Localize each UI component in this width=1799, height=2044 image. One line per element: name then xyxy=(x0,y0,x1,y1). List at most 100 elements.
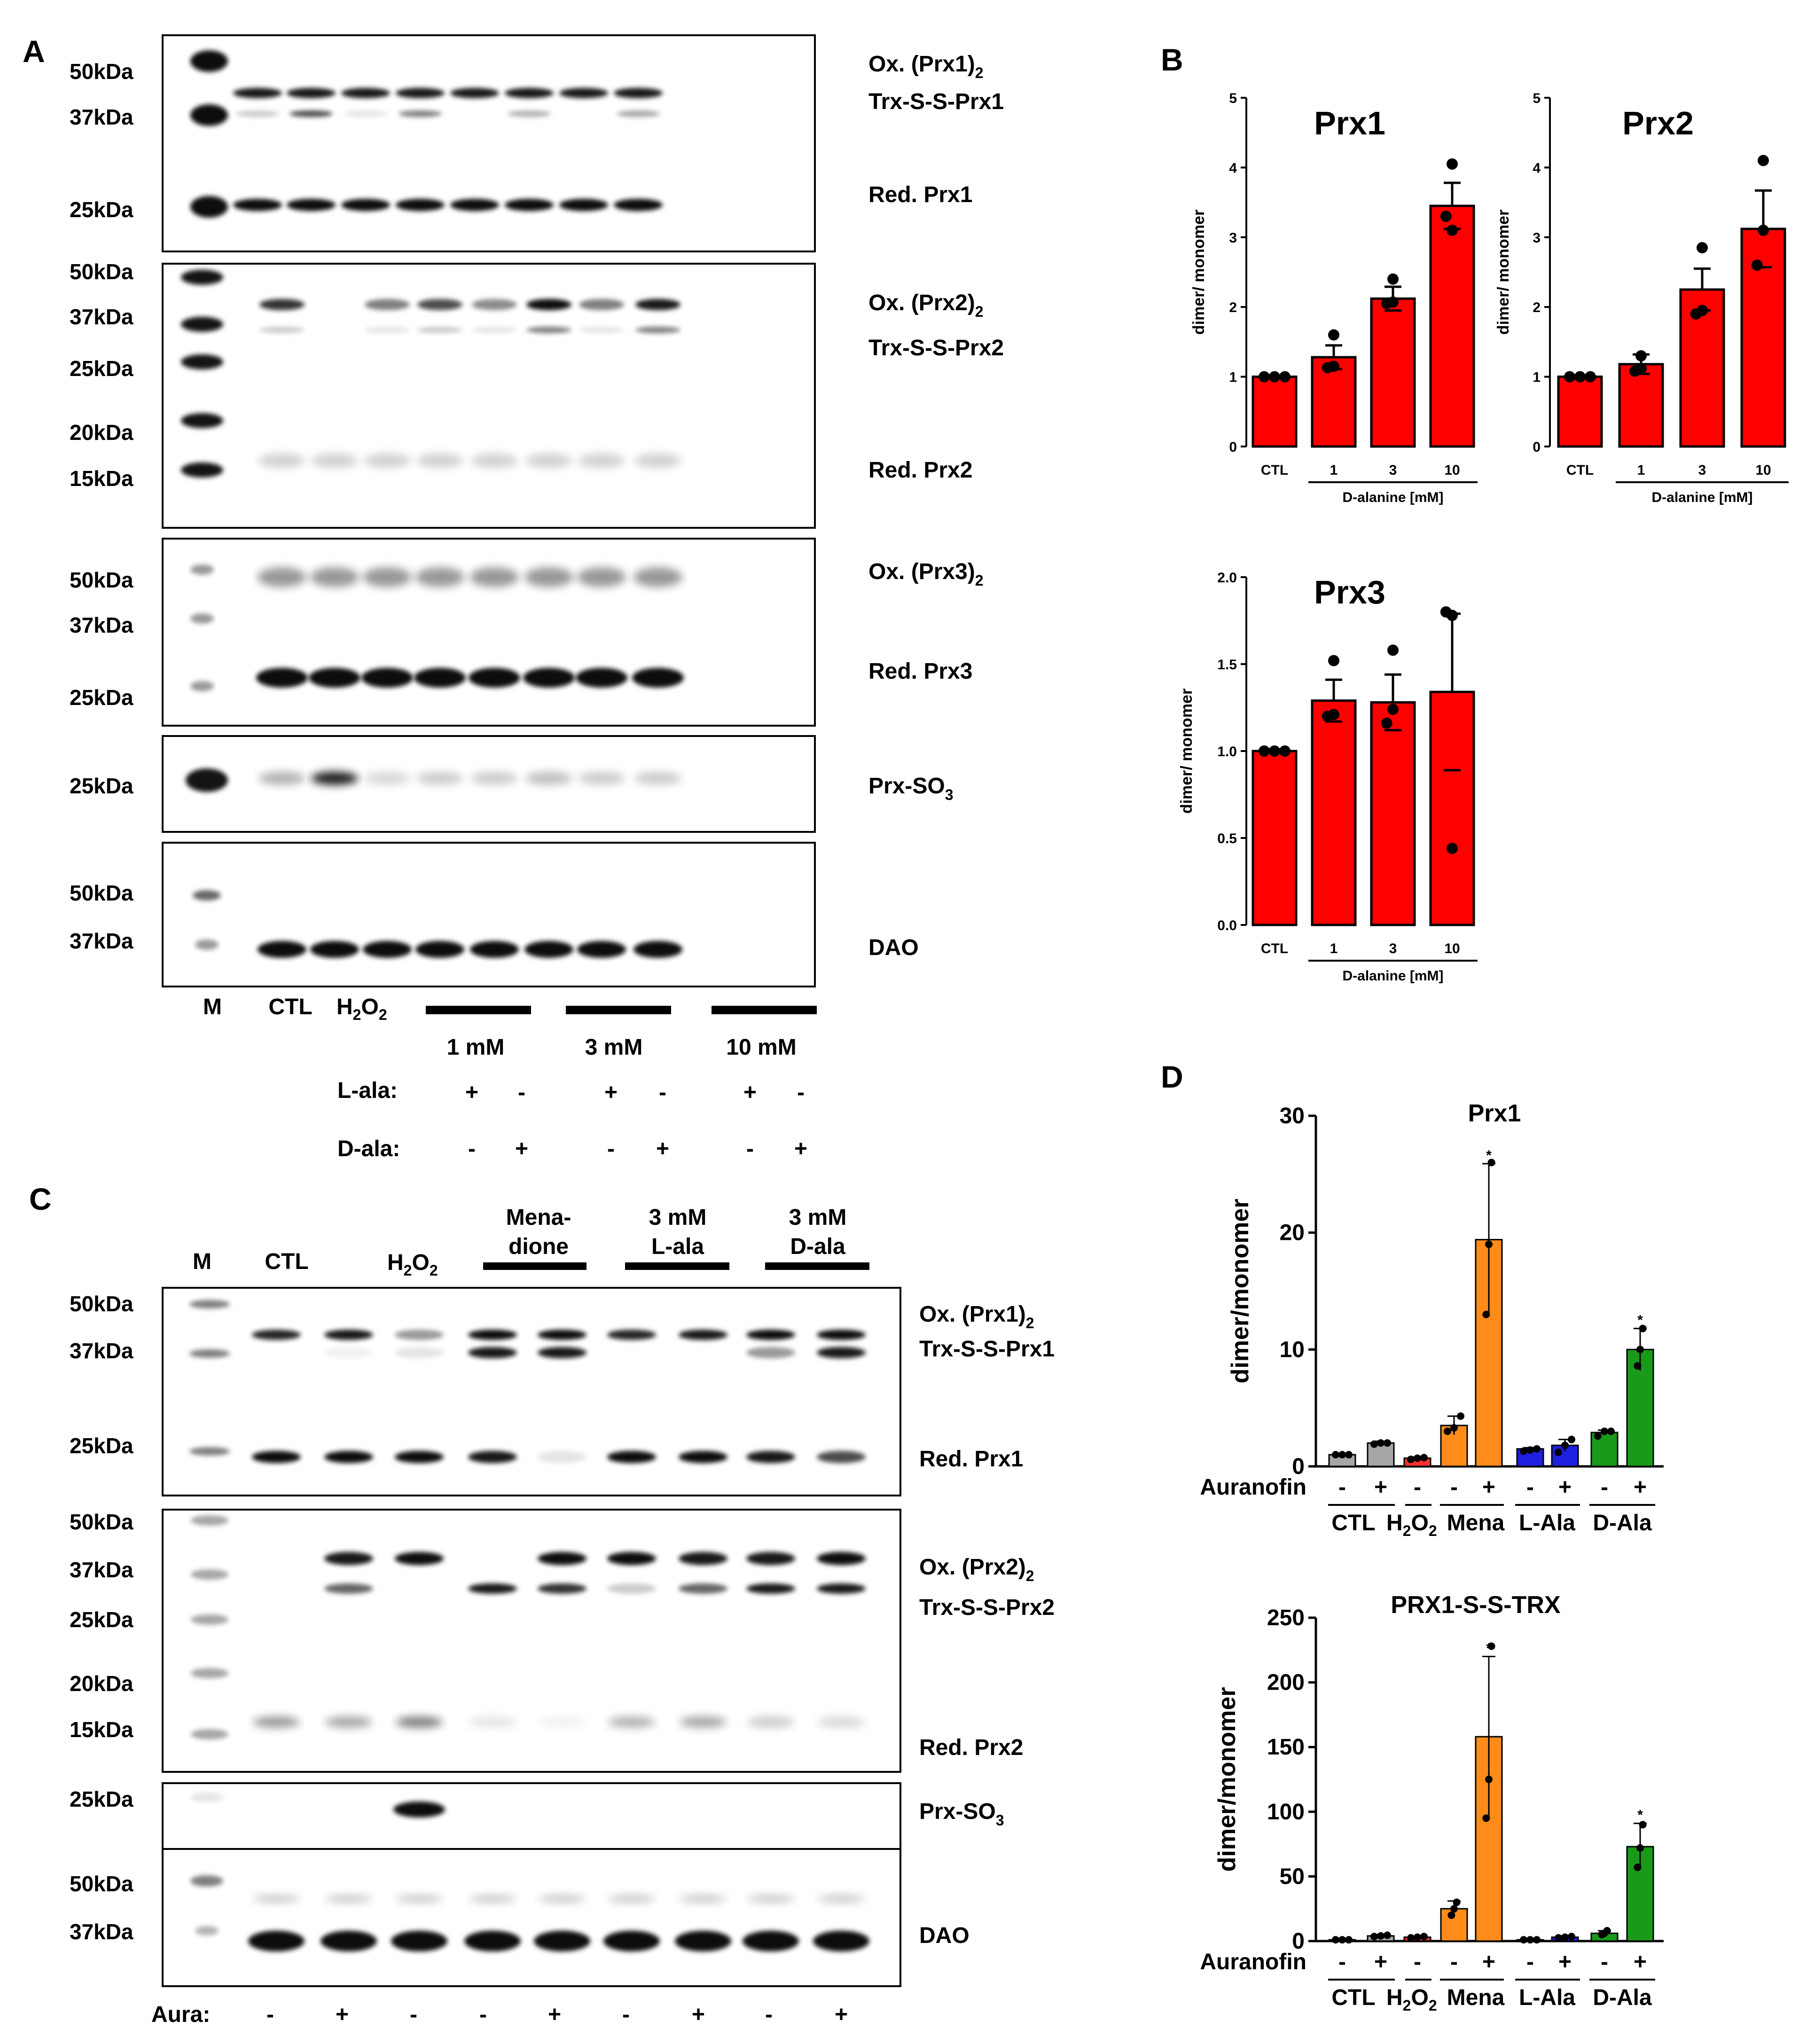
y-tick-label: 0 xyxy=(1229,439,1237,455)
marker-band xyxy=(190,50,228,72)
data-point xyxy=(1634,1362,1642,1370)
trx-prx2-band xyxy=(538,1583,587,1594)
ox-prx1-band xyxy=(679,1330,727,1340)
data-point xyxy=(1338,1936,1346,1944)
group-label: D-Ala xyxy=(1593,1511,1652,1535)
red-prx1-band xyxy=(450,199,499,211)
data-point xyxy=(1345,1936,1353,1944)
aura-sign: - xyxy=(622,2002,630,2027)
marker-band xyxy=(191,1515,228,1526)
mw-label: 25kDa xyxy=(70,774,133,798)
data-point xyxy=(1450,1905,1458,1913)
mw-label: 50kDa xyxy=(70,881,133,905)
data-point xyxy=(1607,1427,1615,1435)
y-tick-label: 0.5 xyxy=(1217,831,1237,846)
auranofin-sign: - xyxy=(1601,1950,1608,1974)
group-bar xyxy=(625,1262,729,1270)
marker-band xyxy=(195,940,219,950)
group-bar xyxy=(483,1262,587,1270)
lane-label-m: M xyxy=(203,995,222,1019)
dao-band xyxy=(258,941,306,958)
data-point xyxy=(1487,1159,1495,1167)
red-prx1-band xyxy=(324,1451,373,1463)
dao-band xyxy=(391,1931,447,1951)
red-prx2-band xyxy=(608,1716,655,1728)
ox-prx1-band xyxy=(233,88,282,98)
red-prx1-band xyxy=(395,1451,444,1463)
data-point xyxy=(1561,1441,1569,1449)
red-prx3-band xyxy=(309,668,360,688)
ox-prx3-band xyxy=(634,567,682,587)
data-point xyxy=(1259,371,1270,383)
mw-label: 25kDa xyxy=(70,356,133,381)
data-point xyxy=(1751,259,1763,271)
ox-prx1-band xyxy=(607,1330,656,1340)
dao-band xyxy=(675,1931,731,1951)
ox-prx2-band xyxy=(417,299,462,310)
group-label-h2o2: H2O2 xyxy=(1386,1511,1437,1539)
group-label: Mena xyxy=(1447,1985,1505,2010)
red-prx1-band xyxy=(614,199,663,211)
auranofin-sign: + xyxy=(1482,1475,1495,1500)
panel-c-headers: M CTL H2O2 Mena- dione 3 mM L-ala 3 mM D… xyxy=(193,1205,869,1279)
chart-title: Prx1 xyxy=(1468,1100,1521,1127)
red-prx1-band xyxy=(559,199,608,211)
data-point xyxy=(1440,211,1452,222)
prx-so3-band xyxy=(471,772,518,785)
red-prx2-band xyxy=(325,1716,372,1728)
faint-band xyxy=(608,1895,655,1902)
h-text: H xyxy=(1386,1985,1403,2010)
data-point xyxy=(1568,1435,1575,1443)
ox-prx1-band xyxy=(614,88,663,98)
band-label-text: Ox. (Prx3) xyxy=(868,559,975,584)
band-label: Trx-S-S-Prx1 xyxy=(919,1337,1055,1362)
prx-so3-band xyxy=(634,772,681,785)
band-label: Red. Prx3 xyxy=(868,659,972,684)
ox-prx2-band xyxy=(324,1552,373,1565)
auranofin-label: Auranofin xyxy=(1200,1475,1306,1500)
red-prx1-band xyxy=(505,199,554,211)
d-ala-sign: - xyxy=(607,1136,615,1161)
faint-band xyxy=(253,1895,300,1902)
y-tick-label: 1 xyxy=(1533,370,1541,385)
y-tick-label: 200 xyxy=(1267,1670,1305,1695)
lala-label-2: L-ala xyxy=(651,1234,704,1259)
red-prx2-band xyxy=(396,1716,443,1728)
data-point xyxy=(1485,1240,1493,1248)
lala-label-1: 3 mM xyxy=(649,1205,707,1230)
marker-band xyxy=(181,354,223,369)
y-tick-label: 4 xyxy=(1533,160,1541,176)
bar xyxy=(1251,376,1298,448)
group-label: L-Ala xyxy=(1519,1985,1575,2010)
data-point xyxy=(1377,1932,1384,1940)
y-tick-label: 0 xyxy=(1292,1454,1305,1479)
group-label-h2o2: H2O2 xyxy=(1386,1985,1437,2014)
data-point xyxy=(1636,1346,1644,1354)
trx-prx2-band xyxy=(526,327,571,333)
trx-prx2-band xyxy=(365,327,410,333)
data-point xyxy=(1635,362,1647,374)
band-label-text: Ox. (Prx1) xyxy=(868,52,975,77)
subscript: 2 xyxy=(975,303,984,320)
h-text: H xyxy=(336,995,353,1019)
data-point xyxy=(1345,1451,1353,1459)
group-label: D-Ala xyxy=(1593,1985,1652,2010)
trx-prx2-band xyxy=(468,1583,517,1594)
subscript: 2 xyxy=(353,1006,361,1023)
data-point xyxy=(1639,1324,1647,1332)
y-tick-label: 1.5 xyxy=(1217,657,1237,673)
dao-band xyxy=(634,941,682,958)
dao-band xyxy=(363,941,412,958)
mw-label: 50kDa xyxy=(70,1292,133,1316)
band-label: Ox. (Prx3)2 xyxy=(868,559,984,589)
panel-c-band-labels: Ox. (Prx1)2 Trx-S-S-Prx1 Red. Prx1 Ox. (… xyxy=(919,1302,1055,1948)
y-axis-label: dimer/ monomer xyxy=(1178,689,1196,814)
data-point xyxy=(1414,1933,1421,1941)
marker-band xyxy=(190,681,214,691)
panel-a-treatment-signs: + - + - + - - + - + - + xyxy=(465,1080,807,1161)
aura-sign: + xyxy=(692,2002,705,2027)
data-point xyxy=(1447,158,1458,170)
y-tick-label: 20 xyxy=(1280,1221,1305,1245)
auranofin-sign: + xyxy=(1634,1950,1647,1974)
dose-label: 3 mM xyxy=(585,1035,643,1060)
